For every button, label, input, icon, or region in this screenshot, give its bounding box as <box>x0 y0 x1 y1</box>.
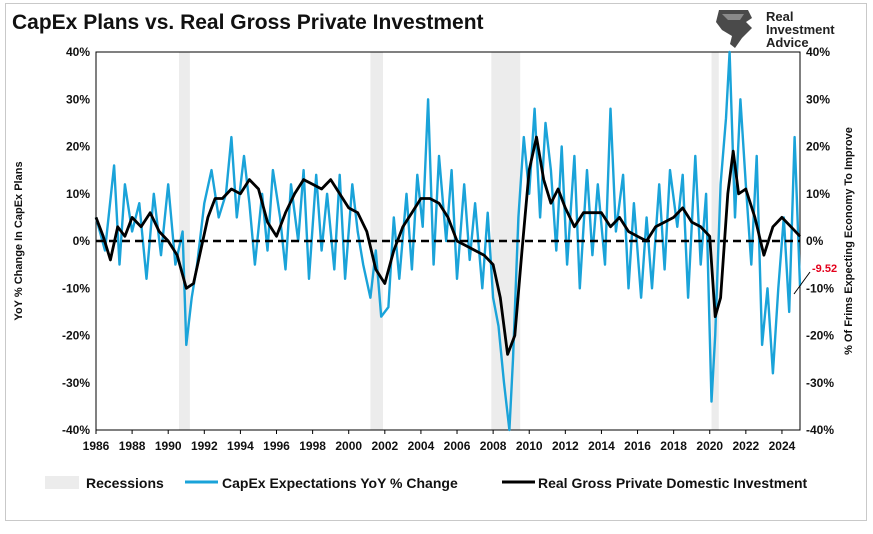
left-y-tick-label: 40% <box>66 45 90 59</box>
left-y-tick-label: 0% <box>73 234 91 248</box>
x-tick-label: 2016 <box>624 439 651 453</box>
x-tick-label: 1988 <box>119 439 146 453</box>
x-axis: 1986 1988 1990 1992 1994 1996 1998 2000 2002 2004… <box>83 430 796 453</box>
left-y-axis: 40% 30% 20% 10% 0% -10% -20% -30% -40% <box>62 45 90 437</box>
right-y-tick-label: 20% <box>806 140 830 154</box>
left-y-tick-label: 20% <box>66 140 90 154</box>
x-tick-label: 2002 <box>371 439 398 453</box>
right-y-tick-label: 40% <box>806 45 830 59</box>
right-y-tick-label: -10% <box>806 281 834 295</box>
right-y-tick-label: -30% <box>806 376 834 390</box>
left-y-axis-label: YoY % Change In CapEx Plans <box>13 161 25 320</box>
callout-label: -9.52 <box>812 263 837 275</box>
eagle-head-icon <box>716 10 752 48</box>
x-tick-label: 2010 <box>516 439 543 453</box>
x-tick-label: 2022 <box>732 439 759 453</box>
recession-band-0 <box>179 52 190 430</box>
brand-line-1: Real <box>766 9 793 24</box>
right-y-tick-label: 30% <box>806 92 830 106</box>
x-tick-label: 2004 <box>408 439 435 453</box>
legend: Recessions CapEx Expectations YoY % Chan… <box>45 475 808 491</box>
series-line-capex <box>94 50 802 432</box>
chart-title: CapEx Plans vs. Real Gross Private Inves… <box>12 11 484 34</box>
legend-label-recessions: Recessions <box>86 475 164 491</box>
legend-label-investment: Real Gross Private Domestic Investment <box>538 475 808 491</box>
series-line-investment <box>94 135 802 356</box>
left-y-tick-label: -30% <box>62 376 90 390</box>
recession-band-3 <box>711 52 719 430</box>
brand-line-3: Advice <box>766 35 809 50</box>
x-tick-label: 2006 <box>444 439 471 453</box>
brand-line-2: Investment <box>766 22 835 37</box>
right-y-tick-label: -40% <box>806 423 834 437</box>
legend-label-capex: CapEx Expectations YoY % Change <box>222 475 458 491</box>
x-tick-label: 1996 <box>263 439 290 453</box>
x-tick-label: 2014 <box>588 439 615 453</box>
legend-swatch-recessions <box>45 476 79 489</box>
callout-leader-line <box>793 271 811 295</box>
x-tick-label: 2024 <box>769 439 796 453</box>
x-tick-label: 1986 <box>83 439 110 453</box>
x-tick-label: 1992 <box>191 439 218 453</box>
x-tick-label: 1994 <box>227 439 254 453</box>
left-y-tick-label: 10% <box>66 187 90 201</box>
right-y-axis-label: % Of Frims Expecting Economy To Improve <box>843 127 855 355</box>
x-tick-label: 1998 <box>299 439 326 453</box>
x-tick-label: 2008 <box>480 439 507 453</box>
x-tick-label: 2000 <box>335 439 362 453</box>
right-y-tick-label: -20% <box>806 329 834 343</box>
right-y-tick-label: 10% <box>806 187 830 201</box>
x-tick-label: 1990 <box>155 439 182 453</box>
x-tick-label: 2020 <box>696 439 723 453</box>
x-tick-label: 2012 <box>552 439 579 453</box>
left-y-tick-label: 30% <box>66 92 90 106</box>
right-y-tick-label: 0% <box>806 234 824 248</box>
left-y-tick-label: -40% <box>62 423 90 437</box>
left-y-tick-label: -20% <box>62 329 90 343</box>
x-tick-label: 2018 <box>660 439 687 453</box>
right-y-axis: 40% 30% 20% 10% 0% -10% -20% -30% -40% <box>806 45 834 437</box>
brand-logo: Real Investment Advice <box>716 9 835 50</box>
left-y-tick-label: -10% <box>62 281 90 295</box>
